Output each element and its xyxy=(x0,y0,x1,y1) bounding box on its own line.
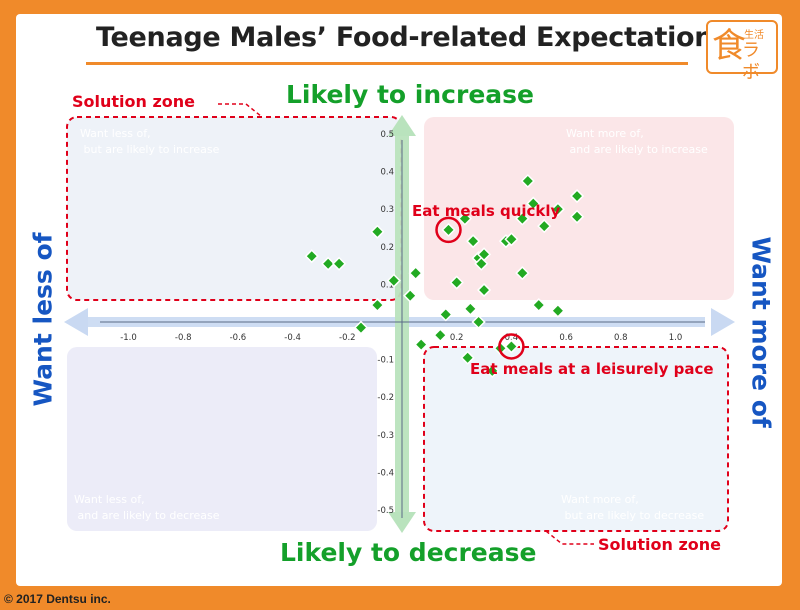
scatter-point xyxy=(515,211,530,226)
scatter-point xyxy=(332,256,347,271)
axis-ticks: -1.0 -0.8 -0.6 -0.4 -0.2 0.2 0.4 0.6 0.8 1.0 0.5 0.… xyxy=(120,130,682,516)
annotation-eat-leisurely: Eat meals at a leisurely pace xyxy=(470,360,714,378)
scatter-point xyxy=(466,234,481,249)
logo-main-glyph: 食 xyxy=(712,26,746,66)
axis-right-label: Want more of xyxy=(746,236,776,428)
x-tick-label: 0.2 xyxy=(450,333,464,343)
title-underline xyxy=(86,62,688,65)
highlight-circles xyxy=(435,216,525,360)
quadrant-bottom-left-bg xyxy=(67,347,377,531)
quadrant-top-left-text: Want less of, but are likely to increase xyxy=(80,127,220,156)
scatter-point xyxy=(386,273,401,288)
scatter-point xyxy=(504,232,519,247)
quadrant-top-left-bg xyxy=(67,117,401,300)
scatter-point xyxy=(476,282,492,298)
x-tick-label: -0.2 xyxy=(339,333,356,343)
scatter-point xyxy=(476,247,492,262)
scatter-point xyxy=(449,275,464,290)
y-tick-label: -0.1 xyxy=(377,356,394,366)
solution-zone-label-top: Solution zone xyxy=(72,92,196,111)
scatter-point xyxy=(550,202,565,217)
scatter-point xyxy=(353,320,369,335)
y-tick-label: -0.2 xyxy=(377,393,394,403)
scatter-point xyxy=(433,328,448,343)
quadrant-bottom-right-bg xyxy=(424,347,728,531)
x-tick-label: 1.0 xyxy=(669,333,683,343)
quadrant-bottom-left-text: Want less of, and are likely to decrease xyxy=(74,493,220,522)
x-tick-label: -0.6 xyxy=(230,333,247,343)
page-title: Teenage Males’ Food-related Expectations xyxy=(96,22,729,53)
axis-bottom-label: Likely to decrease xyxy=(280,538,537,567)
scatter-point xyxy=(370,224,385,239)
scatter-point xyxy=(370,298,385,313)
data-points xyxy=(304,173,585,378)
annotation-eat-quickly: Eat meals quickly xyxy=(412,202,561,220)
y-tick-label: 0.5 xyxy=(380,130,394,140)
y-tick-label: 0.2 xyxy=(380,243,394,253)
scatter-point xyxy=(471,314,486,330)
y-tick-label: 0.4 xyxy=(380,168,394,178)
scatter-point xyxy=(526,196,541,211)
brand-logo: 食 生活 ラボ xyxy=(706,20,778,83)
quadrant-top-right-text: Want more of, and are likely to increase xyxy=(566,127,708,156)
y-tick-label: 0.3 xyxy=(380,205,394,215)
x-tick-label: 0.6 xyxy=(559,333,573,343)
y-tick-label: -0.3 xyxy=(377,431,394,441)
scatter-point xyxy=(457,211,472,226)
scatter-point xyxy=(438,307,453,322)
logo-top-text: 生活 xyxy=(744,30,764,41)
axis-left-label: Want less of xyxy=(28,232,58,407)
solution-zone-leader-top xyxy=(218,103,263,118)
quadrant-bottom-right-text: Want more of, but are likely to decrease xyxy=(561,493,705,522)
solution-zone-top-left xyxy=(66,116,402,301)
scatter-point xyxy=(463,301,478,316)
quadrant-top-right-bg xyxy=(424,117,734,300)
scatter-point xyxy=(504,339,519,354)
highlight-circle xyxy=(435,216,462,244)
scatter-point xyxy=(414,337,429,352)
axis-top-label: Likely to increase xyxy=(286,80,534,109)
logo-side-text: ラボ xyxy=(742,40,760,83)
x-tick-label: -1.0 xyxy=(120,333,137,343)
x-tick-label: 0.8 xyxy=(614,333,628,343)
scatter-point xyxy=(569,209,585,224)
scatter-point xyxy=(441,222,456,237)
scatter-point xyxy=(520,173,535,189)
highlight-circle xyxy=(498,333,525,360)
scatter-point xyxy=(321,256,336,271)
scatter-point xyxy=(569,188,585,204)
scatter-point xyxy=(403,288,418,303)
solution-zone-bottom-right xyxy=(423,346,729,532)
y-tick-label: -0.5 xyxy=(377,506,394,516)
copyright-text: © 2017 Dentsu inc. xyxy=(4,592,111,606)
scatter-point xyxy=(515,266,530,281)
scatter-point xyxy=(304,249,319,264)
scatter-point xyxy=(550,303,565,318)
scatter-point xyxy=(531,298,546,313)
scatter-point xyxy=(460,350,475,365)
x-tick-label: 0.4 xyxy=(505,333,519,343)
scatter-point xyxy=(408,266,423,281)
y-tick-label: -0.4 xyxy=(377,468,394,478)
solution-zone-label-bottom: Solution zone xyxy=(598,535,722,554)
x-tick-label: -0.8 xyxy=(175,333,192,343)
x-tick-label: -0.4 xyxy=(284,333,301,343)
y-tick-label: 0.1 xyxy=(380,280,394,290)
solution-zone-leader-bottom xyxy=(545,530,594,545)
scatter-point xyxy=(485,363,500,378)
scatter-point xyxy=(537,219,552,234)
